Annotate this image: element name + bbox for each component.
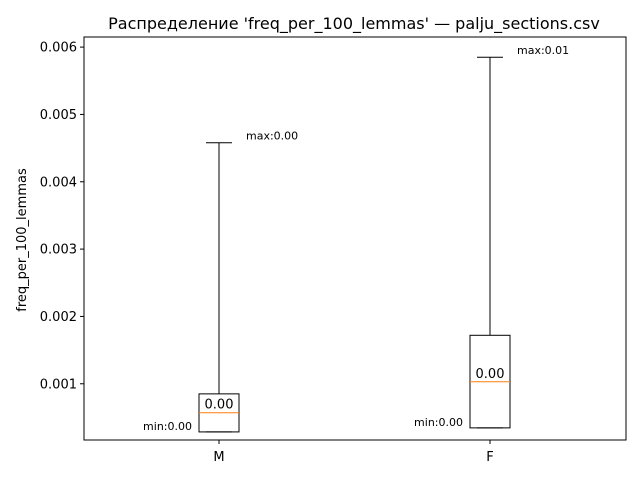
median-label: 0.00 bbox=[476, 367, 505, 382]
y-axis-label: freq_per_100_lemmas bbox=[15, 168, 30, 312]
x-tick-label: M bbox=[213, 450, 224, 465]
x-tick-label: F bbox=[486, 450, 493, 465]
y-tick-label: 0.003 bbox=[40, 243, 77, 258]
y-tick-label: 0.001 bbox=[40, 377, 77, 392]
y-tick-label: 0.006 bbox=[40, 41, 77, 56]
y-tick-label: 0.004 bbox=[40, 175, 77, 190]
plot-area-frame bbox=[83, 36, 627, 441]
y-tick-label: 0.002 bbox=[40, 310, 77, 325]
y-tick-label: 0.005 bbox=[40, 108, 77, 123]
median-label: 0.00 bbox=[205, 398, 234, 413]
max-annotation: max:0.01 bbox=[517, 44, 569, 57]
min-annotation: min:0.00 bbox=[414, 416, 463, 429]
max-annotation: max:0.00 bbox=[246, 130, 298, 143]
min-annotation: min:0.00 bbox=[143, 420, 192, 433]
chart-title: Распределение 'freq_per_100_lemmas' — pa… bbox=[108, 14, 600, 34]
